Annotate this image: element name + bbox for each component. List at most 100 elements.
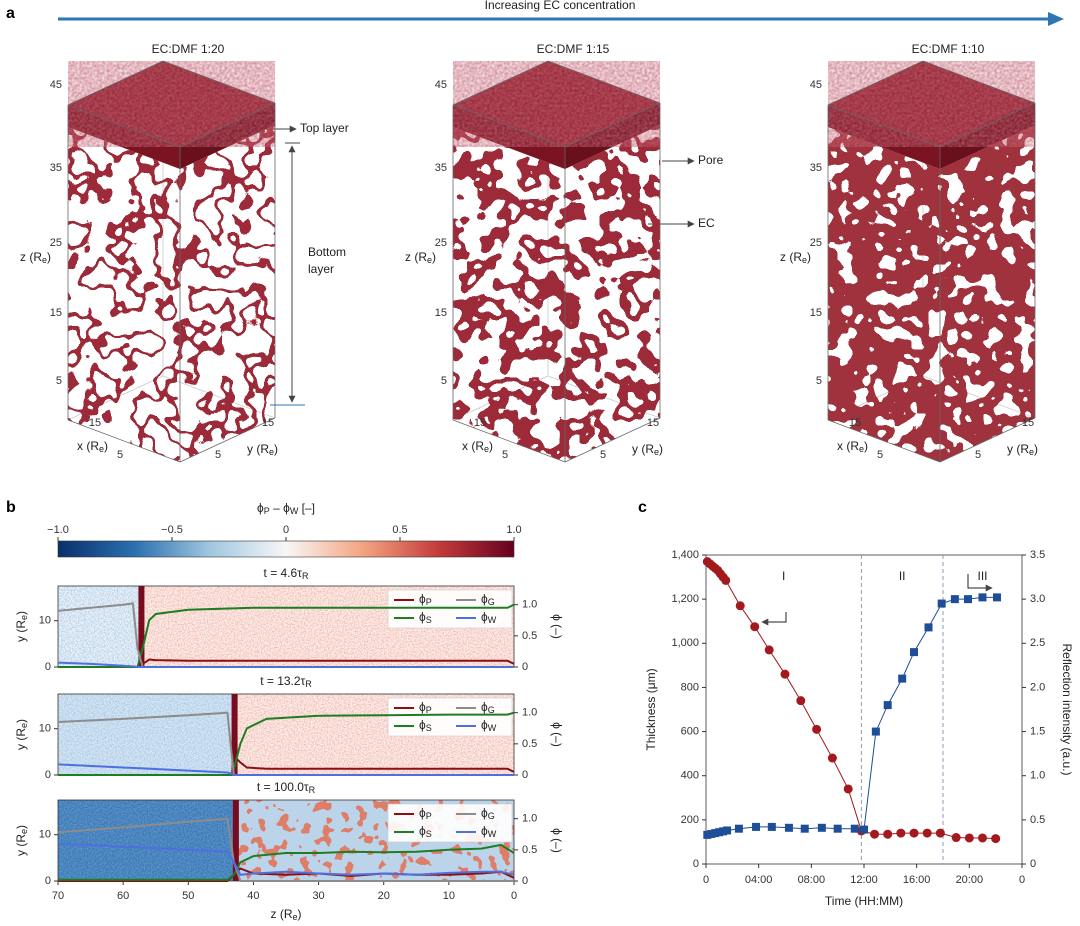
y-axis-label-part: y (R xyxy=(14,620,28,642)
plot-frame xyxy=(705,554,1023,865)
cube-title: EC:DMF 1:15 xyxy=(537,42,610,56)
x-axis-label-part: e xyxy=(484,444,489,454)
y-axis-label: y (Re) xyxy=(247,442,278,457)
y-tick-label: 200 xyxy=(681,814,699,826)
top-layer-texture xyxy=(453,61,660,147)
y-axis-label: y (Re) xyxy=(14,825,29,856)
data-point xyxy=(860,825,868,834)
y-axis-label-part: y (R xyxy=(632,442,654,456)
x-axis-label-part: x (R xyxy=(837,439,859,453)
data-point xyxy=(910,648,919,657)
subplot-title-part: R xyxy=(305,679,312,689)
legend-label-part: ϕ xyxy=(481,806,488,820)
y2-tick-label: 1.0 xyxy=(522,813,537,825)
x-tick-label: 15 xyxy=(89,417,101,429)
data-point xyxy=(871,727,880,736)
y-axis-label-part: y (R xyxy=(14,728,28,750)
series-line xyxy=(57,842,515,876)
y-axis-label-part: e xyxy=(1029,447,1034,457)
z-axis-label: z (Re) xyxy=(20,250,51,265)
y2-tick-label: 1.0 xyxy=(1030,770,1045,782)
y2-axis-label: ϕ (–) xyxy=(550,828,564,853)
cube xyxy=(67,60,276,463)
subplot-title-part: R xyxy=(302,571,309,581)
y2-tick-label: 1.0 xyxy=(522,599,537,611)
subplot-title-part: t = 4.6τ xyxy=(264,566,303,580)
top-layer-side xyxy=(565,103,660,169)
legend-label-part: P xyxy=(426,705,432,715)
cube-edge xyxy=(922,60,1036,104)
region-label: I xyxy=(782,569,785,583)
z-axis-label-part: ) xyxy=(807,250,811,264)
z-tick-label: 25 xyxy=(50,237,62,249)
data-point xyxy=(896,828,906,838)
z-axis-label-part: z (R xyxy=(20,250,42,264)
y-tick-label: 5 xyxy=(975,449,981,461)
z-axis-label-part: ) xyxy=(47,250,51,264)
annotation: Bottom xyxy=(308,245,346,259)
y2-tick-label: 2.5 xyxy=(1030,637,1045,649)
cube-title: EC:DMF 1:10 xyxy=(912,42,985,56)
cube-edge xyxy=(939,417,1036,463)
z-tick-label: 5 xyxy=(816,375,822,387)
y2-tick-label: 0.5 xyxy=(522,738,537,750)
x-tick-label: 20:00 xyxy=(956,874,984,886)
colorbar-title: ϕP – ϕW [–] xyxy=(257,501,315,516)
z-tick-label: 25 xyxy=(435,237,447,249)
y-axis-label-part: ) xyxy=(14,825,28,829)
data-point xyxy=(735,601,745,611)
z-tick-label: 45 xyxy=(810,79,822,91)
subplot-title-part: R xyxy=(309,785,316,795)
legend-label-part: P xyxy=(426,811,432,821)
subplot-title-part: t = 100.0τ xyxy=(257,780,309,794)
y-tick-label: 800 xyxy=(681,681,699,693)
x-tick-label: 60 xyxy=(117,890,129,902)
data-point xyxy=(964,833,974,843)
data-point xyxy=(883,701,892,710)
legend-label-part: ϕ xyxy=(481,700,488,714)
z-axis-label-part: e xyxy=(802,255,807,265)
y-tick-label: 10 xyxy=(39,615,51,627)
legend-label: ϕW xyxy=(481,824,497,839)
subplot-title: t = 100.0τR xyxy=(257,780,316,795)
data-point xyxy=(817,823,826,832)
z-axis-label-part: ) xyxy=(432,250,436,264)
legend-label: ϕG xyxy=(481,700,495,715)
x-axis-label-part: ) xyxy=(104,439,108,453)
cube-edge xyxy=(452,419,566,463)
colorbar-title-part: [–] xyxy=(298,501,315,515)
top-layer-texture xyxy=(68,61,275,147)
legend-label: ϕG xyxy=(481,806,495,821)
data-point xyxy=(784,823,793,832)
colorbar-title-part: – ϕ xyxy=(270,501,290,515)
z-axis-label-part: z (R xyxy=(780,250,802,264)
x-tick-label: 15 xyxy=(474,417,486,429)
data-point xyxy=(992,593,1001,602)
cube-edge xyxy=(827,419,941,463)
y-tick-label: 15 xyxy=(647,417,659,429)
y-axis-label-part: e xyxy=(19,829,29,834)
panel-label: a xyxy=(6,5,15,22)
z-axis-label-part: e xyxy=(427,255,432,265)
x-tick-label: 0 xyxy=(703,874,709,886)
data-point xyxy=(723,826,732,835)
y-axis-label-part: ) xyxy=(14,611,28,615)
legend-label-part: ϕ xyxy=(419,718,426,732)
y2-tick-label: 1.0 xyxy=(522,707,537,719)
data-point xyxy=(767,822,776,831)
data-point xyxy=(909,828,919,838)
z-tick-label: 45 xyxy=(50,79,62,91)
concentration-label: Increasing EC concentration xyxy=(485,0,636,12)
y2-tick-label: 0.5 xyxy=(1030,814,1045,826)
z-axis-label-part: z (R xyxy=(405,250,427,264)
cube-edge xyxy=(67,419,181,463)
y-tick-label: 0 xyxy=(693,858,699,870)
z-tick-label: 15 xyxy=(810,307,822,319)
x-axis-label-part: x (R xyxy=(77,439,99,453)
series-line xyxy=(57,817,514,882)
annotation: Top layer xyxy=(300,121,349,135)
y2-axis-label: Reflection intensity (a.u.) xyxy=(1060,643,1074,775)
legend-label: ϕP xyxy=(419,806,432,821)
region-label: III xyxy=(977,569,987,583)
